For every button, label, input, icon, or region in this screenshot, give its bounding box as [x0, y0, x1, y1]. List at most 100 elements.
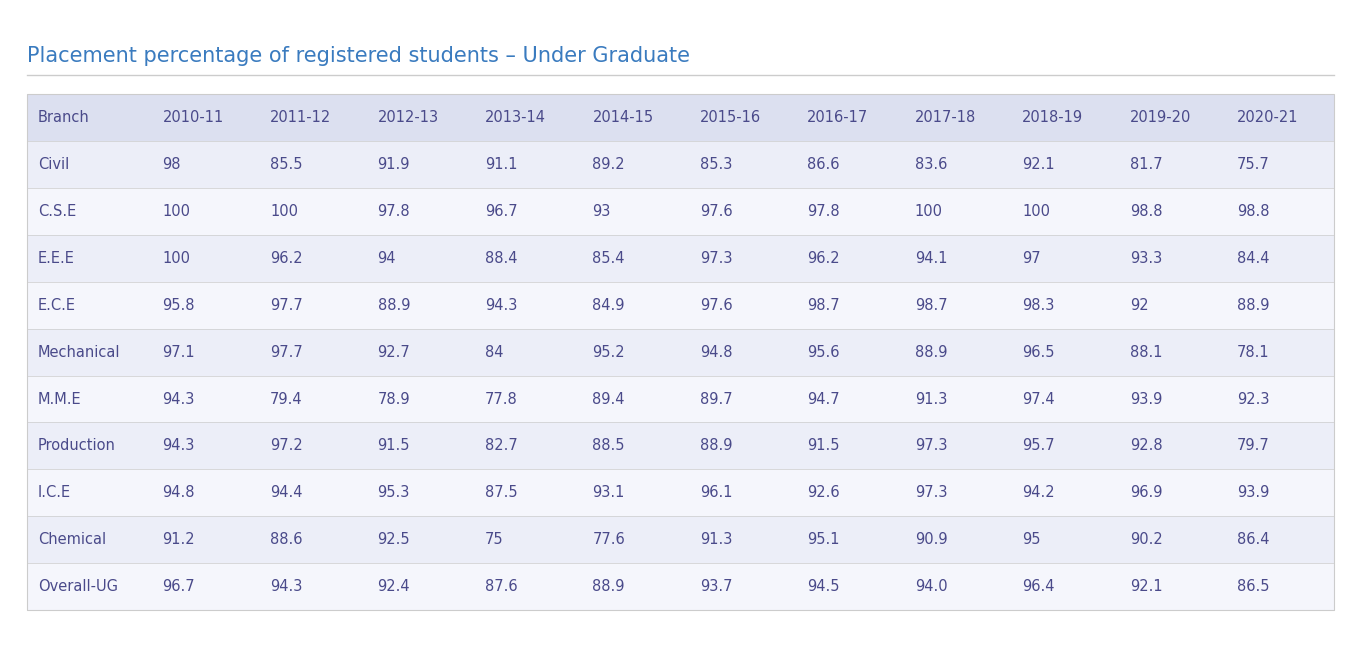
Text: 97.2: 97.2	[269, 438, 302, 454]
Text: E.C.E: E.C.E	[38, 298, 76, 313]
Text: 2012-13: 2012-13	[377, 110, 438, 126]
Text: 90.2: 90.2	[1130, 532, 1162, 547]
Text: 100: 100	[1022, 204, 1051, 219]
Text: 92.1: 92.1	[1130, 579, 1162, 594]
Text: 94.4: 94.4	[269, 485, 302, 501]
Text: Placement percentage of registered students – Under Graduate: Placement percentage of registered stude…	[27, 46, 690, 66]
Text: 82.7: 82.7	[485, 438, 517, 454]
Text: 98.8: 98.8	[1130, 204, 1162, 219]
Text: 91.2: 91.2	[162, 532, 195, 547]
Text: 95.6: 95.6	[807, 344, 840, 360]
Text: 77.8: 77.8	[485, 391, 517, 407]
Text: 94: 94	[377, 251, 396, 266]
Text: 92: 92	[1130, 298, 1149, 313]
Text: 88.1: 88.1	[1130, 344, 1162, 360]
Text: 79.4: 79.4	[269, 391, 302, 407]
Text: 93.3: 93.3	[1130, 251, 1162, 266]
Text: 75.7: 75.7	[1237, 157, 1270, 173]
Text: 94.8: 94.8	[162, 485, 195, 501]
Text: 93.7: 93.7	[700, 579, 732, 594]
Text: 94.3: 94.3	[485, 298, 517, 313]
Text: 86.6: 86.6	[807, 157, 840, 173]
Text: 77.6: 77.6	[592, 532, 625, 547]
Text: 78.1: 78.1	[1237, 344, 1270, 360]
Text: 91.1: 91.1	[485, 157, 517, 173]
Text: 91.3: 91.3	[700, 532, 732, 547]
Text: 93.9: 93.9	[1237, 485, 1270, 501]
Text: 2018-19: 2018-19	[1022, 110, 1083, 126]
Text: 94.5: 94.5	[807, 579, 840, 594]
Text: 88.4: 88.4	[485, 251, 517, 266]
Text: 92.8: 92.8	[1130, 438, 1162, 454]
Text: 78.9: 78.9	[377, 391, 410, 407]
Text: 84.4: 84.4	[1237, 251, 1270, 266]
Text: 84: 84	[485, 344, 504, 360]
Text: 2010-11: 2010-11	[162, 110, 223, 126]
Text: 100: 100	[915, 204, 943, 219]
Text: 98.8: 98.8	[1237, 204, 1270, 219]
Text: 97.6: 97.6	[700, 298, 732, 313]
Text: 92.6: 92.6	[807, 485, 840, 501]
Text: 95.7: 95.7	[1022, 438, 1055, 454]
Text: 88.9: 88.9	[700, 438, 732, 454]
Text: 92.4: 92.4	[377, 579, 410, 594]
Text: 97.6: 97.6	[700, 204, 732, 219]
Text: 94.8: 94.8	[700, 344, 732, 360]
Text: 88.9: 88.9	[915, 344, 947, 360]
Text: 88.5: 88.5	[592, 438, 625, 454]
Text: 2019-20: 2019-20	[1130, 110, 1191, 126]
Text: 86.4: 86.4	[1237, 532, 1270, 547]
Text: E.E.E: E.E.E	[38, 251, 75, 266]
Text: 98: 98	[162, 157, 181, 173]
Text: 97.8: 97.8	[377, 204, 410, 219]
Text: 87.5: 87.5	[485, 485, 517, 501]
Text: 75: 75	[485, 532, 504, 547]
Text: I.C.E: I.C.E	[38, 485, 71, 501]
Text: 2020-21: 2020-21	[1237, 110, 1298, 126]
Text: 89.7: 89.7	[700, 391, 732, 407]
Text: 93: 93	[592, 204, 611, 219]
Text: 2013-14: 2013-14	[485, 110, 546, 126]
Text: 2015-16: 2015-16	[700, 110, 761, 126]
Text: 100: 100	[269, 204, 298, 219]
Text: Production: Production	[38, 438, 116, 454]
Text: 94.1: 94.1	[915, 251, 947, 266]
Text: 97.1: 97.1	[162, 344, 195, 360]
Text: Chemical: Chemical	[38, 532, 106, 547]
Text: 92.1: 92.1	[1022, 157, 1055, 173]
Text: 97.8: 97.8	[807, 204, 840, 219]
Text: 97.4: 97.4	[1022, 391, 1055, 407]
Text: 79.7: 79.7	[1237, 438, 1270, 454]
Text: Mechanical: Mechanical	[38, 344, 121, 360]
Text: 89.4: 89.4	[592, 391, 625, 407]
Text: 97.3: 97.3	[700, 251, 732, 266]
Text: 88.9: 88.9	[377, 298, 410, 313]
Text: 90.9: 90.9	[915, 532, 947, 547]
Text: 96.4: 96.4	[1022, 579, 1055, 594]
Text: 96.7: 96.7	[162, 579, 195, 594]
Text: 92.3: 92.3	[1237, 391, 1270, 407]
Text: 93.1: 93.1	[592, 485, 625, 501]
Text: 91.3: 91.3	[915, 391, 947, 407]
Text: 94.3: 94.3	[162, 438, 195, 454]
Text: 87.6: 87.6	[485, 579, 517, 594]
Text: 95.3: 95.3	[377, 485, 410, 501]
Text: 89.2: 89.2	[592, 157, 625, 173]
Text: 98.3: 98.3	[1022, 298, 1055, 313]
Text: 98.7: 98.7	[807, 298, 840, 313]
Text: 96.7: 96.7	[485, 204, 517, 219]
Text: 96.5: 96.5	[1022, 344, 1055, 360]
Text: 94.3: 94.3	[269, 579, 302, 594]
Text: 94.3: 94.3	[162, 391, 195, 407]
Text: 85.4: 85.4	[592, 251, 625, 266]
Text: 96.1: 96.1	[700, 485, 732, 501]
Text: 92.7: 92.7	[377, 344, 410, 360]
Text: 95.1: 95.1	[807, 532, 840, 547]
Text: 2017-18: 2017-18	[915, 110, 976, 126]
Text: 85.5: 85.5	[269, 157, 302, 173]
Text: 88.6: 88.6	[269, 532, 302, 547]
Text: 100: 100	[162, 204, 191, 219]
Text: 88.9: 88.9	[592, 579, 625, 594]
Text: 97.7: 97.7	[269, 344, 302, 360]
Text: 95: 95	[1022, 532, 1041, 547]
